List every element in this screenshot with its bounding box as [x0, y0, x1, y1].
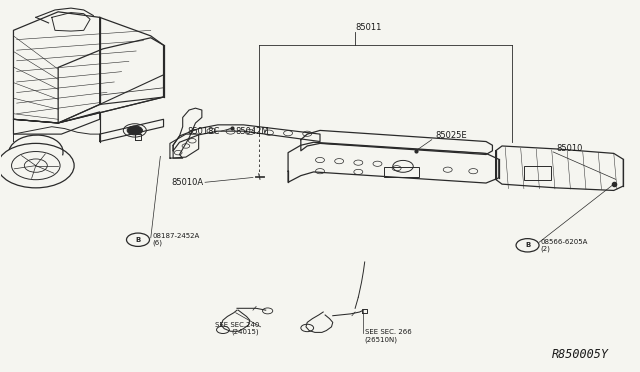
- Text: SEE SEC.240
(24015): SEE SEC.240 (24015): [215, 322, 259, 336]
- Text: 85010: 85010: [556, 144, 582, 153]
- Circle shape: [127, 126, 143, 135]
- Text: 85018C: 85018C: [188, 126, 220, 136]
- Text: R850005Y: R850005Y: [552, 348, 609, 361]
- Bar: [384, 167, 419, 177]
- Text: 85011: 85011: [355, 23, 381, 32]
- Text: 08566-6205A
(2): 08566-6205A (2): [540, 238, 588, 252]
- Text: SEE SEC. 266
(26510N): SEE SEC. 266 (26510N): [365, 329, 412, 343]
- Text: B: B: [525, 242, 530, 248]
- Text: 85010A: 85010A: [172, 178, 204, 187]
- Bar: [524, 166, 551, 180]
- Text: 08187-2452A
(6): 08187-2452A (6): [152, 233, 199, 247]
- Text: 85042M: 85042M: [236, 126, 269, 136]
- Text: 85025E: 85025E: [435, 131, 467, 141]
- Text: B: B: [136, 237, 141, 243]
